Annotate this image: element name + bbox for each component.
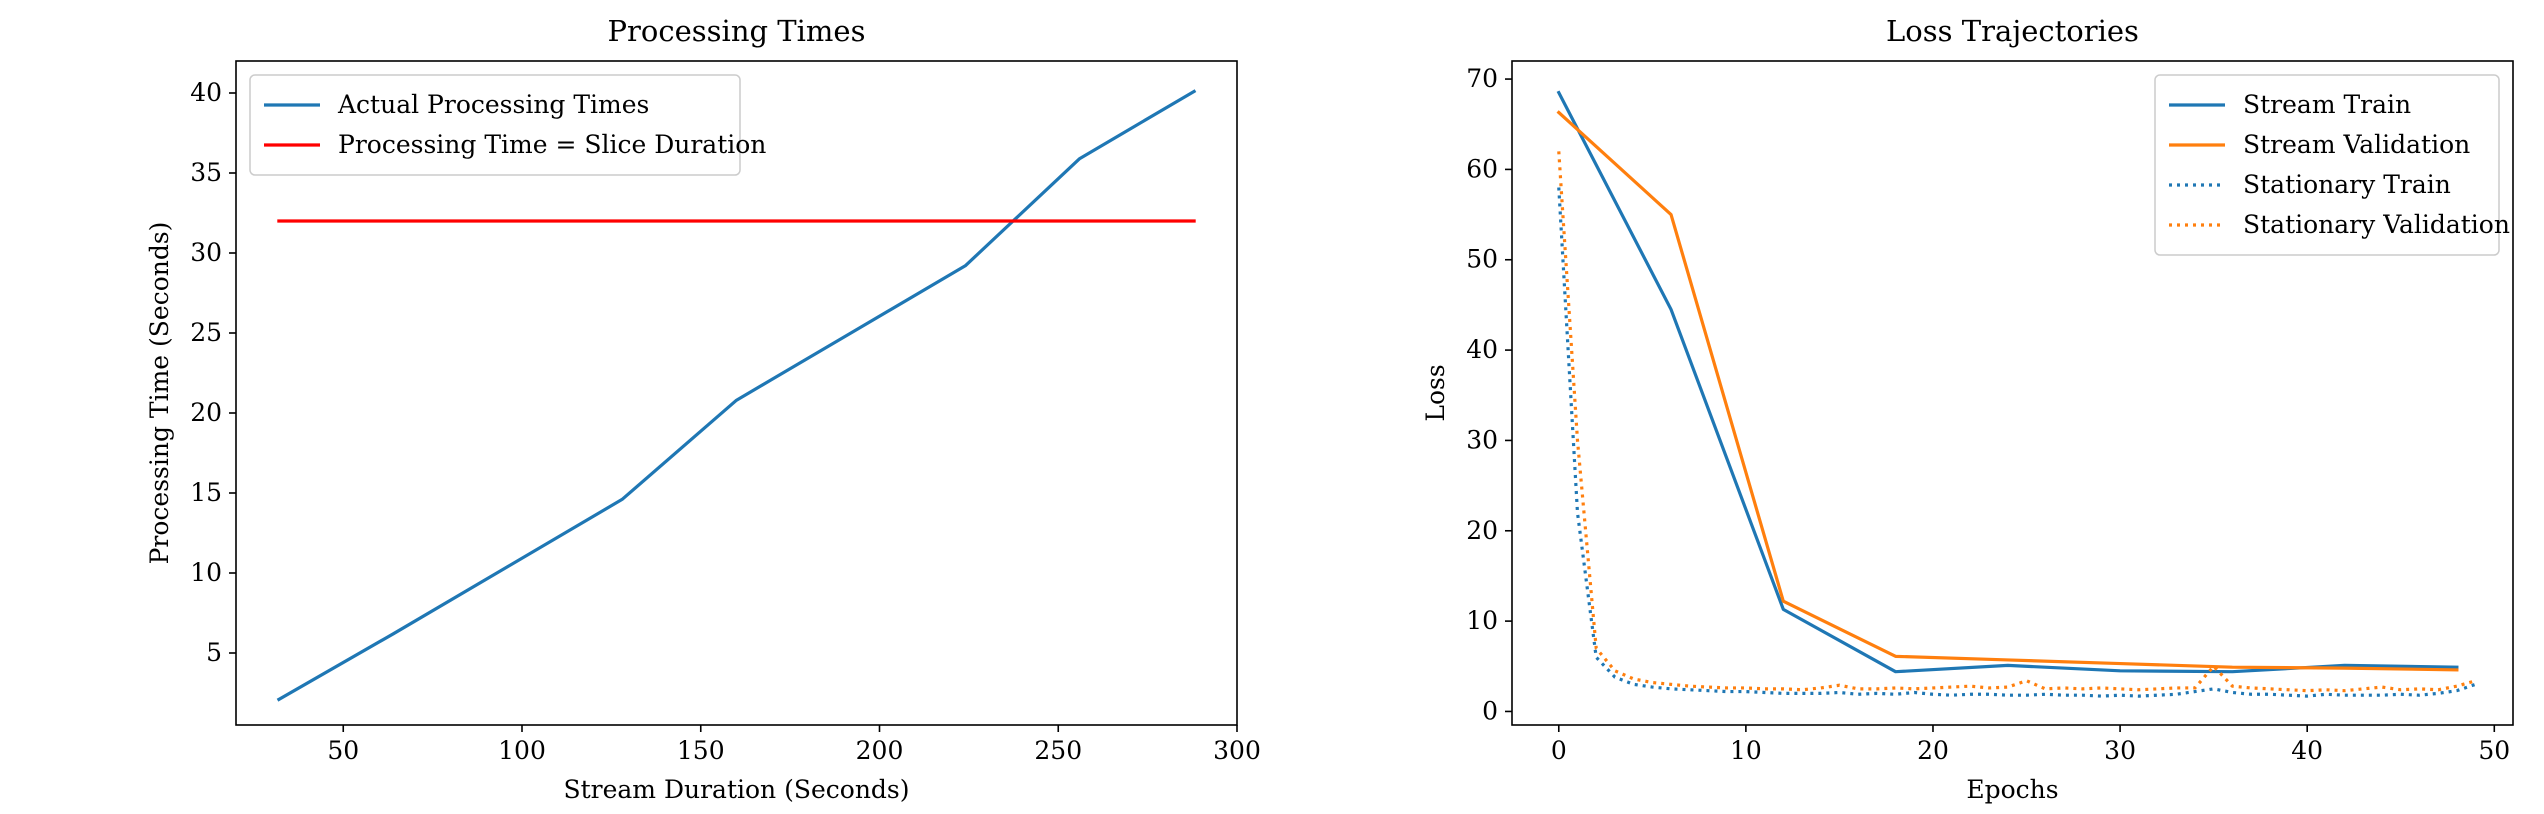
y-tick-label: 40 — [1466, 335, 1498, 364]
axes-frame — [1511, 60, 2514, 726]
y-tick-label: 30 — [1466, 425, 1498, 454]
series-line-4 — [1557, 151, 2477, 693]
x-tick-label: 250 — [1034, 736, 1082, 765]
chart-title: Loss Trajectories — [1886, 14, 2139, 48]
series-line-3 — [1557, 187, 2477, 698]
y-tick-label: 10 — [1466, 606, 1498, 635]
x-tick-label: 30 — [2104, 736, 2136, 765]
legend-label-4: Stationary Validation — [2243, 210, 2510, 239]
plot-area — [276, 89, 1197, 702]
chart-title: Processing Times — [608, 14, 866, 48]
axes-frame — [235, 60, 1238, 726]
series-line-2 — [1556, 110, 2459, 672]
y-tick-label: 20 — [1466, 516, 1498, 545]
legend-label-3: Stationary Train — [2243, 170, 2451, 199]
series-line-1 — [276, 89, 1197, 702]
x-tick-label: 100 — [498, 736, 546, 765]
chart-processing-times: 50 100 150 200 250 300 5 10 15 20 25 30 35 40 Processi… — [145, 14, 1261, 804]
x-tick-label: 150 — [677, 736, 725, 765]
x-tick-label: 0 — [1551, 736, 1567, 765]
x-tick-label: 50 — [327, 736, 359, 765]
y-tick-label: 5 — [206, 638, 222, 667]
y-tick-label: 70 — [1466, 64, 1498, 93]
legend: Stream Train Stream Validation Stationary … — [2154, 74, 2510, 256]
x-tick-label: 20 — [1917, 736, 1949, 765]
legend-label-2: Processing Time = Slice Duration — [338, 130, 766, 159]
y-tick-label: 15 — [190, 478, 222, 507]
y-tick-label: 20 — [190, 398, 222, 427]
x-axis-label: Epochs — [1966, 775, 2058, 804]
x-tick-label: 40 — [2291, 736, 2323, 765]
y-tick-label: 35 — [190, 158, 222, 187]
y-tick-label: 60 — [1466, 154, 1498, 183]
legend: Actual Processing Times Processing Time =… — [249, 74, 766, 176]
x-tick-label: 50 — [2478, 736, 2510, 765]
y-tick-label: 40 — [190, 78, 222, 107]
y-tick-label: 0 — [1482, 696, 1498, 725]
legend-label-2: Stream Validation — [2243, 130, 2470, 159]
y-tick-label: 50 — [1466, 245, 1498, 274]
y-axis-label: Loss — [1421, 364, 1450, 421]
y-tick-label: 30 — [190, 238, 222, 267]
x-tick-label: 10 — [1730, 736, 1762, 765]
legend-box — [2154, 74, 2500, 256]
legend-box — [249, 74, 741, 176]
x-axis-label: Stream Duration (Seconds) — [563, 775, 909, 804]
chart-loss-trajectories: 0 10 20 30 40 50 0 10 20 30 40 50 60 70 Loss Trajector… — [1421, 14, 2514, 804]
x-tick-label: 300 — [1213, 736, 1261, 765]
x-tick-label: 200 — [856, 736, 904, 765]
y-tick-label: 25 — [190, 318, 222, 347]
plot-area — [1556, 90, 2477, 698]
y-axis-label: Processing Time (Seconds) — [145, 222, 174, 565]
legend-label-1: Actual Processing Times — [337, 90, 649, 119]
legend-label-1: Stream Train — [2243, 90, 2411, 119]
y-tick-label: 10 — [190, 558, 222, 587]
